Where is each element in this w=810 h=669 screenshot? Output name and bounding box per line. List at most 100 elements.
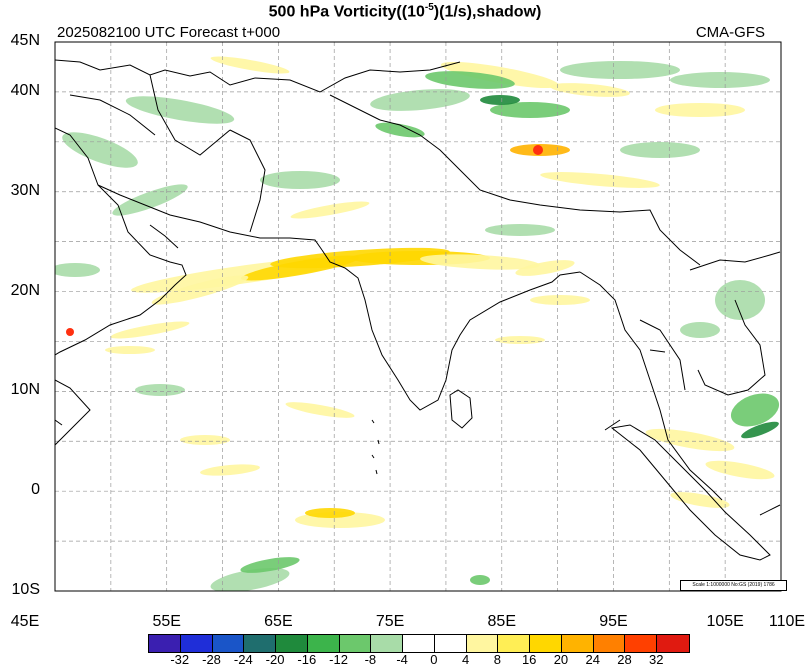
colorbar-label: -24 [233,652,253,667]
negative-vorticity-area [55,263,100,277]
colorbar-swatch [465,634,499,653]
negative-vorticity-area [135,384,185,396]
colorbar-swatch [179,634,213,653]
colorbar-swatch [370,634,404,653]
negative-vorticity-area [240,557,300,573]
positive-vorticity-area [550,83,630,97]
positive-vorticity-area [530,295,590,305]
latitude-label: 40N [10,81,40,99]
longitude-label: 75E [375,613,405,630]
plot-title: 500 hPa Vorticity((10-5)(1/s),shadow) [268,2,542,21]
positive-vorticity-area [151,275,249,305]
vorticity-maximum [533,145,543,155]
positive-vorticity-area [420,254,540,270]
negative-vorticity-area [485,224,555,236]
negative-vorticity-area [425,71,515,89]
colorbar-swatch [402,634,435,653]
scale-note: Scale 1:1000000 No:GS (2019) 1786 [680,580,787,591]
colorbar-swatch [560,634,594,653]
latitude-label: 10S [11,581,40,598]
positive-vorticity-area [305,508,355,518]
colorbar-swatch [338,634,372,653]
negative-vorticity-area [741,421,779,439]
colorbar-label: 0 [430,652,438,667]
negative-vorticity-area [260,171,340,189]
latitude-label: 10N [10,381,40,399]
negative-vorticity-area [375,122,425,138]
latitude-label: 30N [10,181,40,199]
negative-vorticity-area [112,184,188,216]
positive-vorticity-area [290,201,370,219]
positive-vorticity-area [110,321,190,339]
colorbar-label: 8 [493,652,502,667]
colorbar-swatch [148,634,181,653]
positive-vorticity-area [655,103,745,117]
negative-vorticity-area [560,61,680,79]
negative-vorticity-area [730,393,780,427]
negative-vorticity-area [470,575,490,585]
negative-vorticity-area [370,89,470,111]
colorbar-label: 16 [521,652,537,667]
colorbar-swatch [433,634,467,653]
negative-vorticity-area [62,132,138,168]
longitude-label: 65E [264,613,293,630]
positive-vorticity-area [180,435,230,445]
positive-vorticity-area [495,336,545,344]
longitude-label: 110E [768,613,806,630]
longitude-label: 55E [152,613,181,630]
negative-vorticity-area [680,322,720,338]
colorbar-label: -32 [170,652,190,667]
negative-vorticity-area [620,142,700,158]
positive-vorticity-area [540,172,660,188]
latitude-label: 20N [10,281,40,299]
latitude-label: 0 [31,481,40,499]
colorbar-swatch [529,634,562,653]
colorbar-label: 32 [649,652,664,667]
positive-vorticity-area [200,464,260,476]
negative-vorticity-area [125,96,235,124]
colorbar-swatch [306,634,340,653]
positive-vorticity-area [105,346,155,354]
colorbar-label: -20 [265,652,285,667]
positive-vorticity-area [285,402,355,418]
longitude-label: 95E [599,613,628,630]
negative-vorticity-area [670,72,770,88]
colorbar-swatch [656,634,690,653]
plot-frame [54,41,782,592]
colorbar-label: 28 [617,652,632,667]
negative-vorticity-area [715,280,765,320]
colorbar-swatch [275,634,308,653]
colorbar-label: -16 [297,652,317,667]
positive-vorticity-area [645,428,735,452]
vorticity-shading [55,56,780,591]
positive-vorticity-area [515,260,575,276]
colorbar-label: -12 [329,652,348,667]
lat-lon-grid [55,42,781,591]
colorbar-swatch [497,634,531,653]
colorbar-label: 4 [462,652,470,667]
model-name-label: CMA-GFS [695,24,765,41]
positive-vorticity-area [210,56,290,74]
longitude-label: 105E [706,613,744,630]
negative-vorticity-area [480,95,520,105]
positive-vorticity-area [440,61,560,89]
vorticity-maximum [66,328,74,336]
colorbar-swatch [243,634,277,653]
colorbar-swatch [592,634,626,653]
positive-vorticity-area [705,460,775,480]
forecast-time-label: 2025082100 UTC Forecast t+000 [57,24,281,41]
colorbar-swatch [624,634,658,653]
colorbar-swatch [211,634,245,653]
longitude-label: 45E [10,613,40,630]
coastlines-and-borders [55,59,781,561]
colorbar-label: -28 [202,652,221,667]
positive-vorticity-area [670,492,730,508]
colorbar-label: -4 [396,652,408,667]
negative-vorticity-area [490,102,570,118]
colorbar-label: 24 [585,652,600,667]
colorbar-label: -8 [364,652,377,667]
negative-vorticity-area [210,567,290,591]
latitude-label: 45N [10,32,40,49]
longitude-label: 85E [487,613,516,630]
